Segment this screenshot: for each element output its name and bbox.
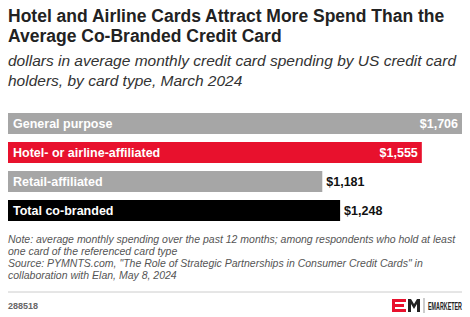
- logo-divider: [424, 298, 425, 313]
- bar: [8, 171, 322, 192]
- bar: [8, 142, 422, 163]
- category-label: Hotel- or airline-affiliated: [13, 146, 160, 160]
- category-label: General purpose: [13, 117, 112, 131]
- logo-e: [392, 299, 406, 312]
- subtitle-line: holders, by card type, March 2024: [8, 72, 243, 89]
- note-line: one card of the referenced card type: [8, 245, 177, 257]
- data-label: $1,555: [380, 146, 418, 160]
- logo-mark: [392, 299, 420, 312]
- data-label: $1,248: [344, 204, 382, 218]
- labels: General purpose $1,706 Hotel- or airline-a…: [13, 117, 458, 218]
- subtitle: dollars in average monthly credit card s…: [8, 52, 457, 89]
- title: Hotel and Airline Cards Attract More Spe…: [8, 6, 445, 46]
- chart: Hotel and Airline Cards Attract More Spe…: [0, 0, 470, 317]
- separator: [8, 292, 462, 293]
- brand: EMARKETER: [428, 300, 462, 312]
- chart-id: 288518: [8, 301, 38, 311]
- data-label: $1,706: [420, 117, 458, 131]
- logo-m: [408, 299, 420, 312]
- source: Source: PYMNTS.com, "The Role of Strateg…: [8, 257, 423, 281]
- category-label: Total co-branded: [13, 204, 113, 218]
- note: Note: average monthly spending over the …: [8, 233, 456, 257]
- title-line: Hotel and Airline Cards Attract More Spe…: [8, 6, 445, 26]
- bars: [8, 113, 462, 221]
- bar: [8, 113, 462, 134]
- note-line: Note: average monthly spending over the …: [8, 233, 456, 245]
- title-line: Average Co-Branded Credit Card: [8, 26, 282, 46]
- bar: [8, 200, 340, 221]
- subtitle-line: dollars in average monthly credit card s…: [8, 52, 457, 69]
- data-label: $1,181: [326, 175, 364, 189]
- source-line: collaboration with Elan, May 8, 2024: [8, 269, 177, 281]
- source-line: Source: PYMNTS.com, "The Role of Strateg…: [8, 257, 423, 269]
- category-label: Retail-affiliated: [13, 175, 103, 189]
